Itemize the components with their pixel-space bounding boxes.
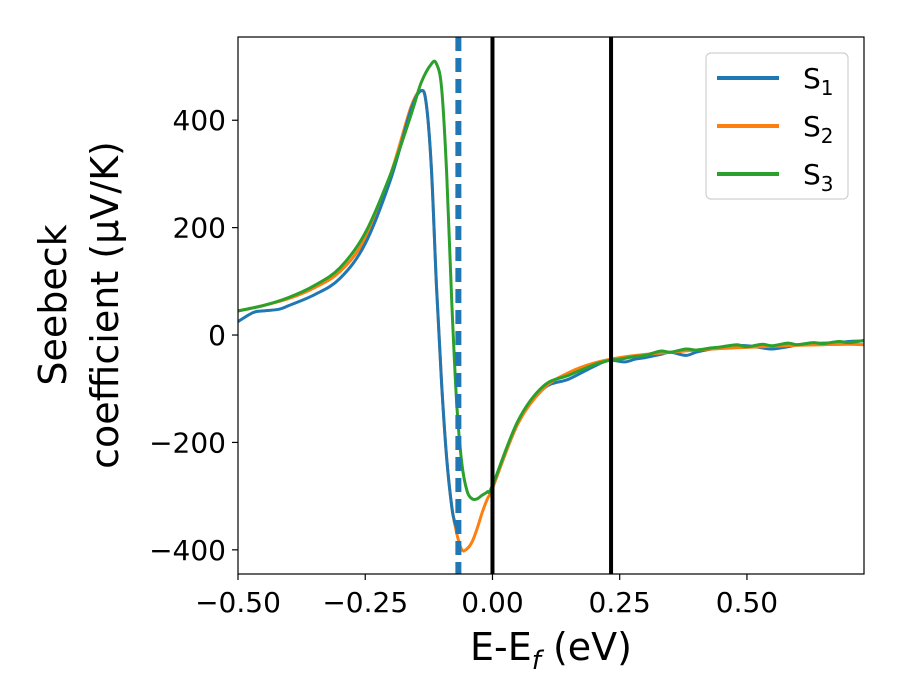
- y-tick-label: 200: [173, 212, 226, 245]
- x-axis-label-main: E-E: [470, 625, 532, 669]
- y-axis-label-line2: coefficient (μV/K): [83, 141, 127, 469]
- legend-label-s1: S1: [803, 62, 834, 100]
- plot-frame: [237, 36, 865, 575]
- x-tick-label: 0.25: [589, 586, 651, 619]
- legend-label-s2: S2: [803, 110, 834, 148]
- legend: S1 S2 S3: [705, 52, 849, 200]
- series-s3-line: [238, 59, 864, 502]
- legend-label-s3: S3: [803, 158, 834, 196]
- series-s1-tail-line: [491, 339, 864, 489]
- x-axis: −0.50 −0.25 0.00 0.25 0.50: [195, 574, 778, 619]
- series-s1-line: [238, 88, 459, 529]
- x-axis-label: E-Ef (eV): [470, 625, 632, 676]
- y-axis-label-line1: Seebeck: [31, 224, 75, 385]
- y-tick-label: 0: [208, 319, 226, 352]
- y-axis: −400 −200 0 200 400: [149, 104, 238, 567]
- y-tick-label: −200: [149, 426, 226, 459]
- y-tick-label: −400: [149, 534, 226, 567]
- x-tick-label: −0.25: [322, 586, 408, 619]
- x-tick-label: −0.50: [195, 586, 281, 619]
- plot-lines: [238, 37, 864, 574]
- x-tick-label: 0.00: [461, 586, 523, 619]
- x-tick-label: 0.50: [716, 586, 778, 619]
- x-axis-label-suffix: (eV): [541, 625, 632, 669]
- y-tick-label: 400: [173, 104, 226, 137]
